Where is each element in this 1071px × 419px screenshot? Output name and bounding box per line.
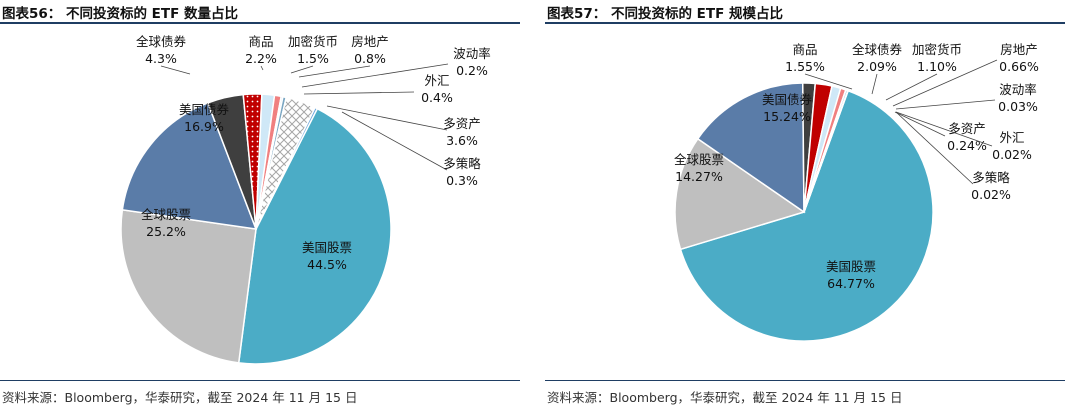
pie-slice (120, 208, 257, 364)
slice-value-label: 2.2% (245, 51, 277, 66)
slice-value-label: 25.2% (146, 224, 186, 239)
slice-name-label: 全球债券 (136, 34, 187, 49)
slice-name-label: 房地产 (351, 34, 389, 49)
slice-value-label: 0.66% (999, 59, 1039, 74)
slice-name-label: 美国债券 (179, 102, 230, 117)
slice-name-label: 外汇 (999, 130, 1024, 145)
slice-name-label: 加密货币 (288, 34, 338, 49)
slice-name-label: 多策略 (443, 156, 481, 171)
source-note: 资料来源：Bloomberg，华泰研究，截至 2024 年 11 月 15 日 (547, 390, 903, 405)
slice-name-label: 美国股票 (302, 240, 352, 255)
slice-name-label: 多策略 (972, 170, 1010, 185)
slice-name-label: 加密货币 (912, 42, 962, 57)
pie-slices (120, 93, 392, 365)
pie-slice (121, 101, 258, 230)
slice-name-label: 多资产 (948, 121, 986, 136)
leader-line (885, 73, 938, 101)
leader-line (804, 73, 853, 90)
chart-title: 图表56： 不同投资标的 ETF 数量占比 (2, 6, 239, 22)
footer-rule (545, 380, 1065, 381)
slice-name-label: 全球债券 (852, 42, 903, 57)
slice-value-label: 4.3% (145, 51, 177, 66)
pie-slice (674, 137, 806, 251)
slice-name-label: 房地产 (1000, 42, 1038, 57)
pie-labels: 美国股票 44.5% 全球股票 25.2% 美国债券 16.9% 全球债券 4.3% 商品 2.2… (136, 34, 491, 272)
leader-line (871, 73, 878, 95)
title-rule (0, 22, 520, 24)
pie-slice (679, 89, 934, 342)
leader-line (303, 91, 415, 95)
leader-line (290, 65, 314, 74)
pie-chart-etf-aum: 美国股票 64.77% 全球股票 14.27% 美国债券 15.24% 商品 1.55% 全球债… (674, 42, 1039, 342)
leader-line (160, 65, 191, 75)
pie-slice (255, 106, 319, 230)
chart-title: 图表57： 不同投资标的 ETF 规模占比 (547, 6, 784, 22)
slice-value-label: 0.2% (456, 63, 488, 78)
pie-chart-etf-count: 美国股票 44.5% 全球股票 25.2% 美国债券 16.9% 全球债券 4.3% 商品 2.2… (120, 34, 491, 365)
slice-name-label: 外汇 (424, 73, 449, 88)
slice-value-label: 1.10% (917, 59, 957, 74)
slice-value-label: 14.27% (675, 169, 723, 184)
slice-name-label: 全球股票 (674, 152, 724, 167)
slice-value-label: 1.55% (785, 59, 825, 74)
slice-name-label: 商品 (792, 42, 817, 57)
pie-labels: 美国股票 64.77% 全球股票 14.27% 美国债券 15.24% 商品 1.55% 全球债… (674, 42, 1039, 291)
leader-line (260, 65, 264, 71)
pie-slice (237, 107, 392, 365)
slice-value-label: 1.5% (297, 51, 329, 66)
leader-line (301, 63, 449, 88)
title-rule (545, 22, 1065, 24)
slice-value-label: 15.24% (763, 109, 811, 124)
source-note: 资料来源：Bloomberg，华泰研究，截至 2024 年 11 月 15 日 (2, 390, 358, 405)
leader-line (298, 65, 371, 78)
slice-name-label: 商品 (248, 34, 273, 49)
leader-line (895, 111, 993, 147)
slice-value-label: 0.24% (947, 138, 987, 153)
slice-name-label: 美国股票 (826, 259, 876, 274)
pie-slice (696, 82, 805, 214)
slice-value-label: 0.02% (992, 147, 1032, 162)
leader-line (894, 111, 946, 137)
slice-name-label: 波动率 (999, 82, 1037, 97)
chart-panel-etf-count: 图表56： 不同投资标的 ETF 数量占比 美国股票 44.5% 全球股票 25.2%… (0, 0, 522, 419)
pie-slices (674, 82, 934, 342)
slice-value-label: 44.5% (307, 257, 347, 272)
slice-value-label: 0.03% (998, 99, 1038, 114)
slice-value-label: 0.4% (421, 90, 453, 105)
footer-rule (0, 380, 520, 381)
leader-line (326, 105, 448, 131)
chart-panel-etf-aum: 图表57： 不同投资标的 ETF 规模占比 美国股票 64.77% 全球股票 14.2… (545, 0, 1067, 419)
leader-line (895, 111, 974, 185)
slice-value-label: 0.02% (971, 187, 1011, 202)
slice-value-label: 2.09% (857, 59, 897, 74)
slice-value-label: 0.8% (354, 51, 386, 66)
slice-value-label: 64.77% (827, 276, 875, 291)
pie-slice (803, 89, 850, 213)
leader-line (892, 59, 998, 107)
slice-name-label: 全球股票 (141, 207, 191, 222)
slice-value-label: 3.6% (446, 133, 478, 148)
slice-value-label: 16.9% (184, 119, 224, 134)
leader-line (341, 111, 448, 171)
leader-line (895, 99, 996, 110)
slice-name-label: 波动率 (453, 46, 491, 61)
slice-value-label: 0.3% (446, 173, 478, 188)
slice-name-label: 美国债券 (762, 92, 813, 107)
slice-name-label: 多资产 (443, 116, 481, 131)
